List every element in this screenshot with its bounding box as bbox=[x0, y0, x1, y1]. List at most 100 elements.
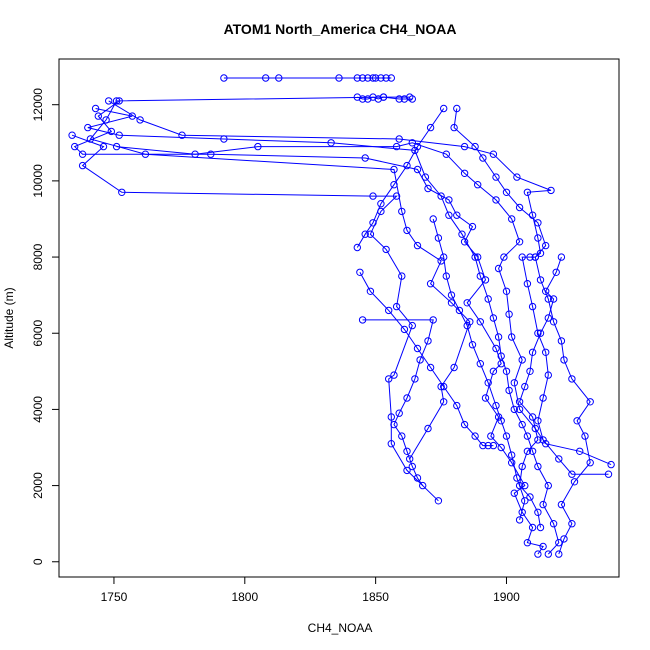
data-point bbox=[586, 398, 594, 406]
data-point bbox=[466, 318, 474, 326]
data-point bbox=[364, 74, 372, 82]
y-tick-label: 6000 bbox=[31, 320, 45, 347]
data-point bbox=[94, 112, 103, 120]
data-point bbox=[508, 333, 516, 341]
data-point bbox=[392, 302, 401, 311]
data-point bbox=[455, 306, 464, 315]
data-point bbox=[371, 74, 380, 82]
series-line bbox=[116, 142, 612, 466]
data-point bbox=[408, 95, 416, 103]
data-point bbox=[369, 74, 377, 82]
data-point bbox=[508, 215, 516, 223]
data-point bbox=[398, 272, 406, 280]
data-point bbox=[377, 200, 385, 208]
data-point bbox=[403, 161, 411, 170]
data-point bbox=[560, 356, 568, 364]
data-point bbox=[515, 405, 524, 414]
data-point bbox=[369, 192, 377, 200]
data-point bbox=[494, 333, 503, 341]
series-line bbox=[359, 272, 494, 447]
data-point bbox=[408, 139, 416, 147]
data-point bbox=[458, 230, 466, 238]
series-12 bbox=[220, 74, 395, 82]
data-point bbox=[424, 337, 432, 345]
data-point bbox=[136, 116, 144, 124]
data-point bbox=[518, 356, 526, 364]
data-point bbox=[581, 432, 589, 440]
data-point bbox=[71, 142, 79, 151]
data-point bbox=[395, 95, 403, 103]
data-point bbox=[78, 161, 87, 170]
data-point bbox=[191, 150, 199, 158]
data-point bbox=[220, 74, 228, 82]
x-tick-label: 1800 bbox=[231, 590, 258, 604]
data-point bbox=[536, 276, 545, 284]
data-point bbox=[421, 173, 430, 181]
data-point bbox=[528, 348, 537, 356]
data-point bbox=[492, 196, 500, 204]
data-point bbox=[398, 432, 406, 440]
data-point bbox=[489, 314, 498, 322]
data-point bbox=[539, 542, 547, 551]
data-point bbox=[539, 500, 547, 509]
data-point bbox=[510, 379, 518, 387]
data-point bbox=[534, 462, 542, 471]
data-point bbox=[510, 405, 518, 414]
data-point bbox=[419, 481, 427, 490]
data-point bbox=[99, 142, 108, 151]
data-point bbox=[369, 93, 377, 101]
chart-title: ATOM1 North_America CH4_NOAA bbox=[224, 21, 457, 37]
data-point bbox=[392, 192, 401, 200]
data-point bbox=[385, 306, 393, 315]
data-point bbox=[492, 401, 500, 410]
data-point bbox=[484, 441, 492, 450]
data-point bbox=[521, 497, 529, 505]
data-point bbox=[549, 318, 558, 326]
data-point bbox=[91, 104, 100, 113]
data-point bbox=[526, 493, 534, 501]
data-point bbox=[453, 104, 461, 113]
data-point bbox=[463, 299, 471, 307]
data-point bbox=[361, 154, 369, 162]
data-point bbox=[542, 287, 550, 295]
data-point bbox=[536, 249, 545, 258]
data-point bbox=[489, 150, 498, 158]
series-5 bbox=[450, 104, 594, 558]
data-point bbox=[84, 123, 92, 132]
data-point bbox=[476, 272, 484, 280]
data-point bbox=[361, 230, 369, 238]
data-point bbox=[502, 287, 511, 295]
data-point bbox=[128, 112, 137, 120]
data-point bbox=[364, 95, 372, 103]
data-point bbox=[353, 74, 361, 82]
series-line bbox=[362, 319, 434, 486]
data-point bbox=[107, 127, 116, 136]
data-point bbox=[549, 295, 558, 303]
data-point bbox=[369, 219, 377, 227]
data-point bbox=[406, 455, 414, 463]
data-point bbox=[500, 253, 508, 261]
data-point bbox=[502, 432, 511, 440]
series-line bbox=[71, 134, 439, 502]
data-point bbox=[468, 341, 477, 349]
data-point bbox=[390, 420, 398, 429]
data-point bbox=[531, 253, 539, 261]
series-line bbox=[453, 108, 591, 555]
data-point bbox=[557, 500, 566, 509]
data-point bbox=[568, 470, 576, 478]
data-point bbox=[523, 280, 532, 288]
data-point bbox=[568, 375, 576, 383]
data-point bbox=[528, 447, 537, 455]
data-point bbox=[518, 420, 526, 429]
data-point bbox=[112, 142, 121, 151]
data-point bbox=[403, 466, 411, 475]
data-point bbox=[442, 272, 450, 280]
data-point bbox=[440, 398, 448, 406]
data-point bbox=[604, 470, 613, 478]
data-point bbox=[254, 142, 262, 151]
data-point bbox=[460, 142, 469, 151]
data-point bbox=[400, 95, 409, 103]
data-point bbox=[434, 234, 443, 242]
data-point bbox=[508, 459, 516, 467]
x-tick-label: 1750 bbox=[101, 590, 128, 604]
